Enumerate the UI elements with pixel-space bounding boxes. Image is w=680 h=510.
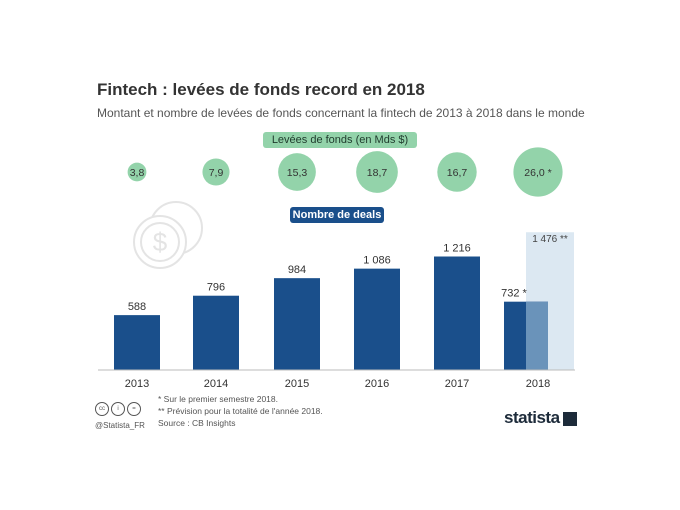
deal-label-2016: 1 086 [363, 255, 391, 267]
deal-label-2014: 796 [207, 282, 225, 294]
deal-bar-2015 [274, 278, 320, 370]
forecast-label-2018: 1 476 ** [532, 234, 568, 245]
funds-legend-pill: Levées de fonds (en Mds $) [263, 132, 417, 148]
x-tick-2017: 2017 [445, 378, 469, 390]
funds-bubble-2014 [202, 158, 230, 186]
deal-bar-2017 [434, 256, 480, 370]
funds-label-2014: 7,9 [209, 167, 224, 179]
x-tick-2018: 2018 [526, 378, 550, 390]
funds-bubble-2013 [127, 162, 147, 182]
statista-handle: @Statista_FR [95, 421, 145, 430]
statista-logo-icon [563, 412, 577, 426]
chart-title: Fintech : levées de fonds record en 2018 [97, 80, 425, 99]
deals-legend-pill: Nombre de deals [290, 207, 384, 223]
deal-label-2018: 732 * [501, 288, 527, 300]
funds-bubble-2017 [437, 152, 477, 192]
x-tick-2013: 2013 [125, 378, 149, 390]
footnote-2: ** Prévision pour la totalité de l'année… [158, 406, 323, 416]
deal-bar-2014 [193, 295, 239, 370]
source-note: Source : CB Insights [158, 418, 236, 428]
deal-label-2015: 984 [288, 264, 306, 276]
deal-bar-2016 [354, 268, 400, 370]
x-tick-2015: 2015 [285, 378, 309, 390]
funds-bubble-2016 [356, 151, 398, 193]
funds-label-2018: 26,0 * [524, 167, 551, 179]
deal-label-2017: 1 216 [443, 243, 471, 255]
license-icons: cc i = [95, 402, 143, 420]
footnotes: * Sur le premier semestre 2018. ** Prévi… [158, 393, 323, 429]
statista-logo: statista [504, 408, 560, 427]
funds-label-2013: 3,8 [130, 167, 145, 179]
by-icon: i [111, 402, 125, 416]
funds-label-2016: 18,7 [367, 167, 388, 179]
svg-text:$: $ [153, 227, 168, 257]
x-tick-2014: 2014 [204, 378, 228, 390]
funds-label-2015: 15,3 [287, 167, 308, 179]
coins-icon: $ [133, 201, 203, 269]
deal-bar-overlay-2018 [526, 301, 548, 370]
bubble-series: 3,8 7,9 15,3 18,7 16,7 26,0 * [127, 147, 563, 197]
footnote-1: * Sur le premier semestre 2018. [158, 394, 278, 404]
chart-subtitle: Montant et nombre de levées de fonds con… [97, 106, 585, 120]
funds-bubble-2018 [513, 147, 563, 197]
x-tick-2016: 2016 [365, 378, 389, 390]
bar-series: 588 796 984 1 086 1 216 1 476 ** 732 * [114, 232, 574, 370]
x-tick-labels: 2013 2014 2015 2016 2017 2018 [125, 378, 550, 390]
nd-icon: = [127, 402, 141, 416]
funds-bubble-2015 [278, 153, 316, 191]
funds-label-2017: 16,7 [447, 167, 468, 179]
cc-icon: cc [95, 402, 109, 416]
deal-bar-2013 [114, 315, 160, 370]
deal-label-2013: 588 [128, 301, 146, 313]
